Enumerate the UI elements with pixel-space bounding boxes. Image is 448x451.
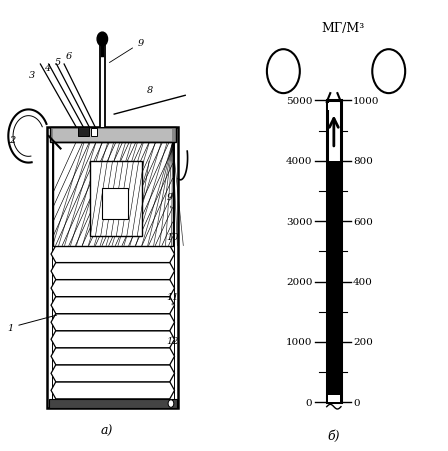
Text: 800: 800 <box>353 157 373 166</box>
Bar <box>328 396 340 402</box>
Bar <box>53 143 172 246</box>
Text: 60: 60 <box>276 59 291 70</box>
Text: 5000: 5000 <box>286 97 312 106</box>
Circle shape <box>97 33 108 47</box>
Text: 1: 1 <box>7 315 57 332</box>
Polygon shape <box>51 382 175 399</box>
Text: 2000: 2000 <box>286 277 312 286</box>
Circle shape <box>372 50 405 94</box>
Bar <box>53 129 172 141</box>
Bar <box>328 104 340 110</box>
Text: мл: мл <box>381 75 396 84</box>
Text: 2: 2 <box>9 136 16 145</box>
Bar <box>47 127 178 408</box>
Polygon shape <box>51 331 175 348</box>
Text: 4000: 4000 <box>286 157 312 166</box>
Bar <box>102 188 128 220</box>
Text: а): а) <box>101 424 113 437</box>
Text: б): б) <box>327 429 340 442</box>
Bar <box>91 129 97 136</box>
Text: МГ/М³: МГ/М³ <box>321 22 364 35</box>
Polygon shape <box>51 348 175 365</box>
Text: 12: 12 <box>166 336 179 345</box>
Text: 9: 9 <box>166 192 172 208</box>
Text: 10: 10 <box>166 233 179 242</box>
Text: 0: 0 <box>306 398 312 407</box>
Bar <box>90 161 142 237</box>
Text: 1000: 1000 <box>286 338 312 347</box>
Circle shape <box>267 50 300 94</box>
Text: 11: 11 <box>166 292 179 305</box>
Text: 400: 400 <box>353 277 373 286</box>
Text: 3000: 3000 <box>286 217 312 226</box>
Polygon shape <box>51 297 175 314</box>
Polygon shape <box>51 263 175 280</box>
Polygon shape <box>51 280 175 297</box>
Polygon shape <box>51 246 175 263</box>
Text: 6: 6 <box>65 52 72 60</box>
Text: 3: 3 <box>29 70 35 79</box>
Text: 1000: 1000 <box>353 97 379 106</box>
Text: 5: 5 <box>55 58 61 67</box>
Bar <box>328 161 340 395</box>
Bar <box>100 40 105 127</box>
Polygon shape <box>51 365 175 382</box>
Bar <box>78 128 89 137</box>
Polygon shape <box>51 314 175 331</box>
Text: 600: 600 <box>353 217 373 226</box>
Text: 8: 8 <box>147 86 154 95</box>
Bar <box>50 127 176 143</box>
Bar <box>327 101 341 402</box>
Text: 200: 200 <box>353 338 373 347</box>
Text: 0: 0 <box>353 398 360 407</box>
Text: 9: 9 <box>109 39 144 64</box>
Text: 300: 300 <box>377 59 400 70</box>
Bar <box>49 399 177 408</box>
Text: мл: мл <box>276 75 291 84</box>
Text: 4: 4 <box>44 64 50 73</box>
Circle shape <box>168 400 174 407</box>
